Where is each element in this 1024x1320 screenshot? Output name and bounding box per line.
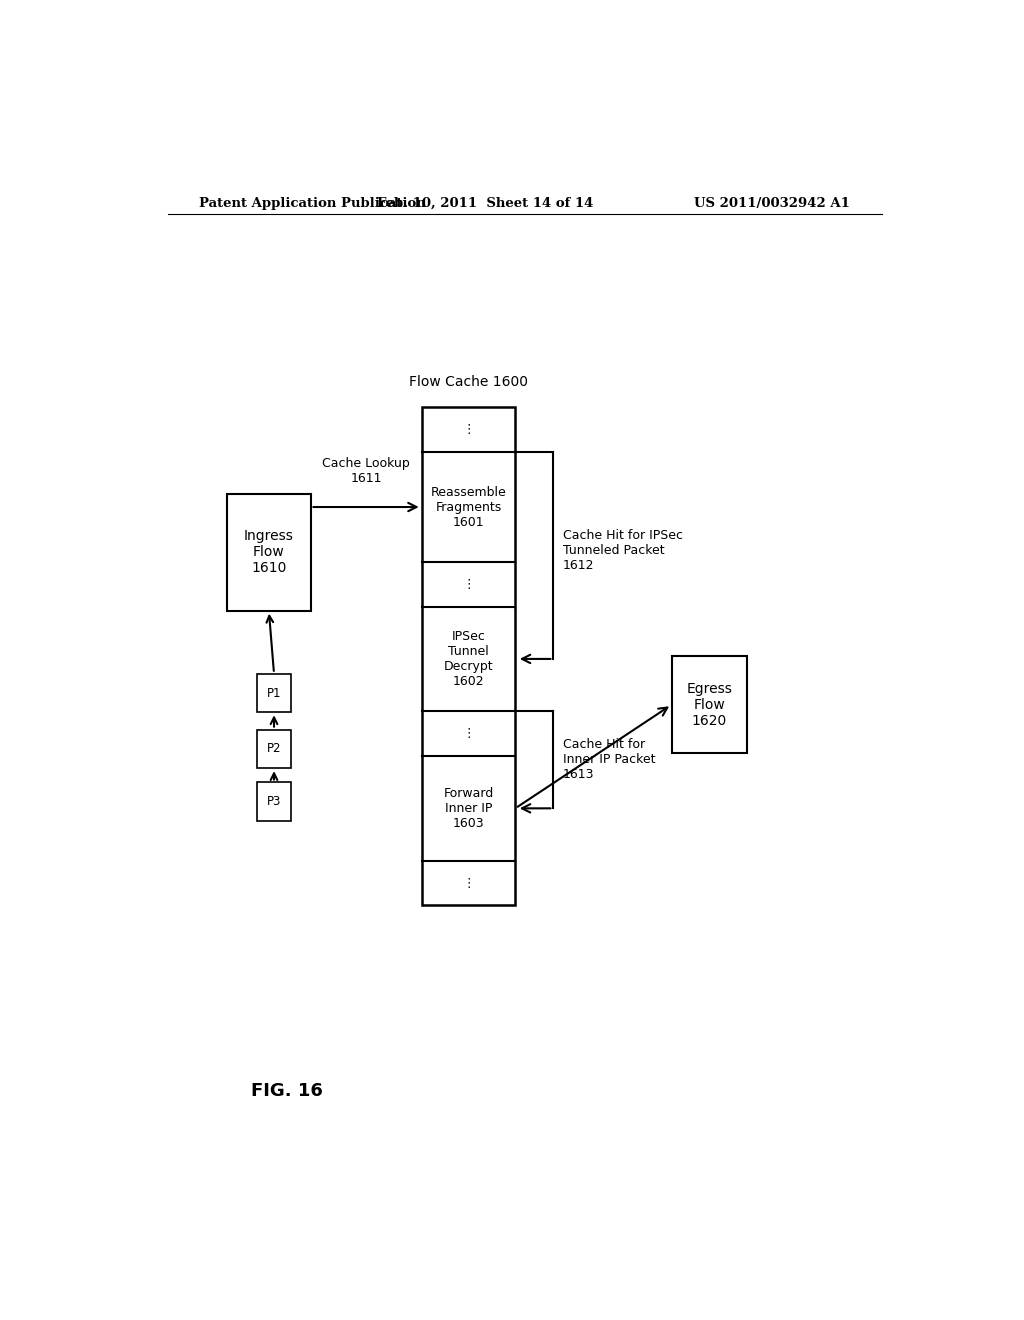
Text: IPSec
Tunnel
Decrypt
1602: IPSec Tunnel Decrypt 1602 [443, 630, 494, 688]
Bar [257, 783, 291, 821]
Text: Egress
Flow
1620: Egress Flow 1620 [686, 681, 732, 727]
Text: Forward
Inner IP
1603: Forward Inner IP 1603 [443, 787, 494, 830]
Text: ⋮: ⋮ [462, 727, 475, 741]
Text: Ingress
Flow
1610: Ingress Flow 1610 [244, 529, 294, 576]
Text: Cache Hit for IPSec
Tunneled Packet
1612: Cache Hit for IPSec Tunneled Packet 1612 [563, 529, 683, 572]
Text: US 2011/0032942 A1: US 2011/0032942 A1 [694, 197, 850, 210]
Text: P1: P1 [267, 686, 282, 700]
Text: Patent Application Publication: Patent Application Publication [200, 197, 426, 210]
Text: Cache Lookup
1611: Cache Lookup 1611 [323, 457, 410, 484]
Text: ⋮: ⋮ [462, 578, 475, 591]
Bar [227, 494, 310, 611]
Text: ⋮: ⋮ [462, 876, 475, 890]
Text: P3: P3 [267, 795, 282, 808]
Text: Flow Cache 1600: Flow Cache 1600 [409, 375, 528, 389]
Text: P2: P2 [267, 742, 282, 755]
Text: Feb. 10, 2011  Sheet 14 of 14: Feb. 10, 2011 Sheet 14 of 14 [377, 197, 593, 210]
Text: Cache Hit for
Inner IP Packet
1613: Cache Hit for Inner IP Packet 1613 [563, 738, 655, 781]
Bar [672, 656, 748, 752]
Text: Reassemble
Fragments
1601: Reassemble Fragments 1601 [430, 486, 506, 528]
Text: FIG. 16: FIG. 16 [251, 1082, 323, 1101]
Text: ⋮: ⋮ [462, 424, 475, 437]
Bar [257, 673, 291, 713]
Bar [422, 408, 515, 906]
Bar [257, 730, 291, 768]
